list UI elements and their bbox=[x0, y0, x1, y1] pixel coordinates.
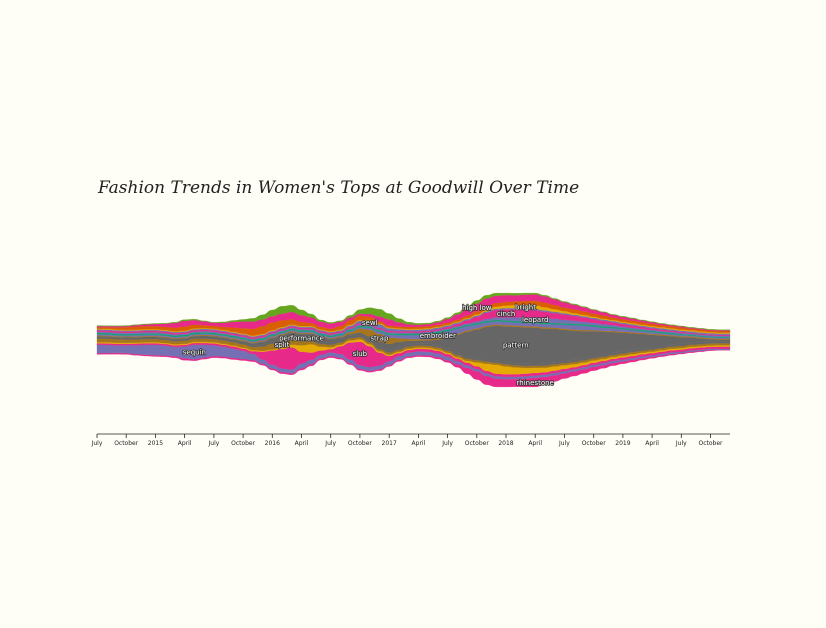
stream-label-slub: slub bbox=[353, 350, 368, 358]
x-tick-label: October bbox=[582, 440, 607, 447]
x-tick-label: 2018 bbox=[498, 440, 513, 447]
x-tick-label: July bbox=[208, 440, 220, 447]
x-tick-label: October bbox=[698, 440, 723, 447]
x-tick-label: 2016 bbox=[265, 440, 280, 447]
stream-label-high-low: high low bbox=[462, 304, 492, 312]
x-tick-label: October bbox=[114, 440, 139, 447]
stream-label-strap: strap bbox=[370, 334, 389, 342]
stream-label-pattern: pattern bbox=[503, 342, 529, 350]
stream-layers bbox=[96, 292, 731, 388]
stream-label-rhinestone: rhinestone bbox=[517, 379, 554, 387]
chart-title: Fashion Trends in Women's Tops at Goodwi… bbox=[98, 178, 580, 198]
x-tick-label: April bbox=[178, 440, 192, 447]
stream-label-bright: bright bbox=[515, 303, 536, 311]
stream-label-sequin: sequin bbox=[183, 348, 206, 356]
x-tick-label: July bbox=[324, 440, 336, 447]
stream-layer-unlabeled-16[interactable] bbox=[96, 292, 731, 331]
x-tick-label: October bbox=[231, 440, 256, 447]
stream-label-sewl: sewl bbox=[362, 319, 378, 327]
stream-label-leopard: leopard bbox=[522, 316, 548, 324]
stream-label-embroider: embroider bbox=[420, 332, 456, 340]
x-tick-label: April bbox=[295, 440, 309, 447]
x-tick-label: July bbox=[91, 440, 103, 447]
x-tick-label: October bbox=[465, 440, 490, 447]
x-tick-label: 2019 bbox=[615, 440, 630, 447]
x-tick-label: April bbox=[528, 440, 542, 447]
x-axis: July October 2015 April July October 2016 April… bbox=[91, 433, 730, 447]
x-tick-label: 2017 bbox=[382, 440, 397, 447]
x-tick-label: July bbox=[441, 440, 453, 447]
x-tick-label: October bbox=[348, 440, 373, 447]
x-tick-label: 2015 bbox=[148, 440, 163, 447]
stream-label-cinch: cinch bbox=[497, 310, 516, 318]
x-tick-label: July bbox=[558, 440, 570, 447]
stream-label-split: split bbox=[275, 341, 290, 349]
x-tick-label: April bbox=[645, 440, 659, 447]
x-tick-label: April bbox=[412, 440, 426, 447]
stream-label-performance: performance bbox=[279, 334, 324, 342]
x-tick-label: July bbox=[675, 440, 687, 447]
